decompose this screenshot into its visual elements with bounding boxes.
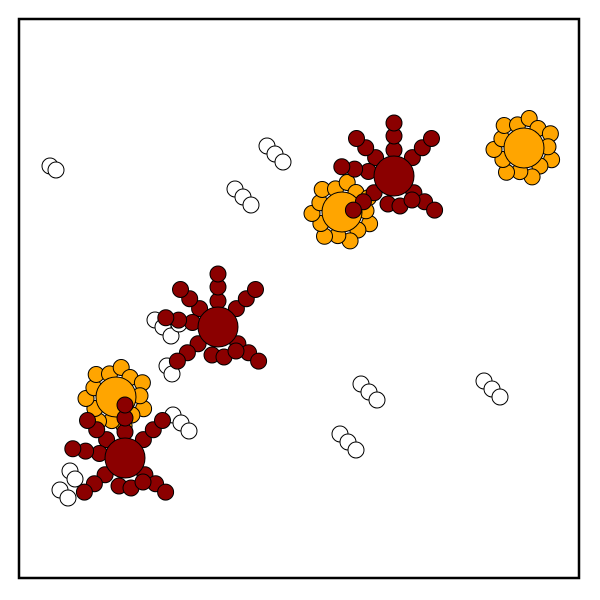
dark-cluster — [157, 265, 268, 370]
white-group — [226, 180, 260, 214]
dark-arm-circle — [403, 191, 421, 209]
dark-arm-circle — [134, 473, 152, 491]
white-circle — [491, 388, 509, 406]
dark-arm-circle — [247, 281, 264, 298]
dark-arm-circle — [154, 412, 171, 429]
white-group — [164, 406, 198, 440]
dark-arm-circle — [79, 412, 96, 429]
dark-center — [104, 437, 146, 479]
orange-center — [503, 127, 545, 169]
white-group — [352, 375, 386, 409]
white-group — [41, 157, 65, 179]
dark-arm-circle — [227, 342, 245, 360]
dark-arm-circle — [168, 352, 186, 370]
dark-arm-circle — [423, 130, 440, 147]
dark-arm-circle — [333, 158, 351, 176]
dark-arm-circle — [64, 440, 82, 458]
white-group — [51, 462, 84, 507]
dark-arm-circle — [157, 483, 175, 501]
dark-center — [373, 155, 415, 197]
dark-arm-circle — [426, 201, 444, 219]
dark-arm-circle — [209, 265, 227, 283]
white-circle — [347, 441, 365, 459]
white-circle — [242, 196, 260, 214]
white-circle — [368, 391, 386, 409]
dark-arm-circle — [348, 130, 365, 147]
frame-border — [17, 17, 581, 580]
white-group — [258, 137, 292, 171]
dark-arm-circle — [385, 114, 403, 132]
dark-arm-circle — [75, 483, 93, 501]
dark-arm-circle — [116, 396, 134, 414]
white-group — [158, 357, 181, 383]
white-circle — [274, 153, 292, 171]
white-circle — [162, 327, 180, 345]
dark-arm-circle — [344, 201, 362, 219]
white-circle-groups — [41, 137, 509, 507]
white-circle — [66, 470, 84, 488]
dark-clusters — [64, 114, 444, 501]
dark-cluster — [333, 114, 444, 219]
white-group — [331, 425, 365, 459]
white-circle — [59, 489, 77, 507]
dark-arm-circle — [172, 281, 189, 298]
orange-cluster — [485, 110, 561, 186]
dark-center — [197, 306, 239, 348]
dark-arm-circle — [250, 352, 268, 370]
white-circle — [180, 422, 198, 440]
dark-arm-circle — [157, 309, 175, 327]
white-circle — [47, 161, 65, 179]
dark-cluster — [64, 396, 175, 501]
white-group — [475, 372, 509, 406]
